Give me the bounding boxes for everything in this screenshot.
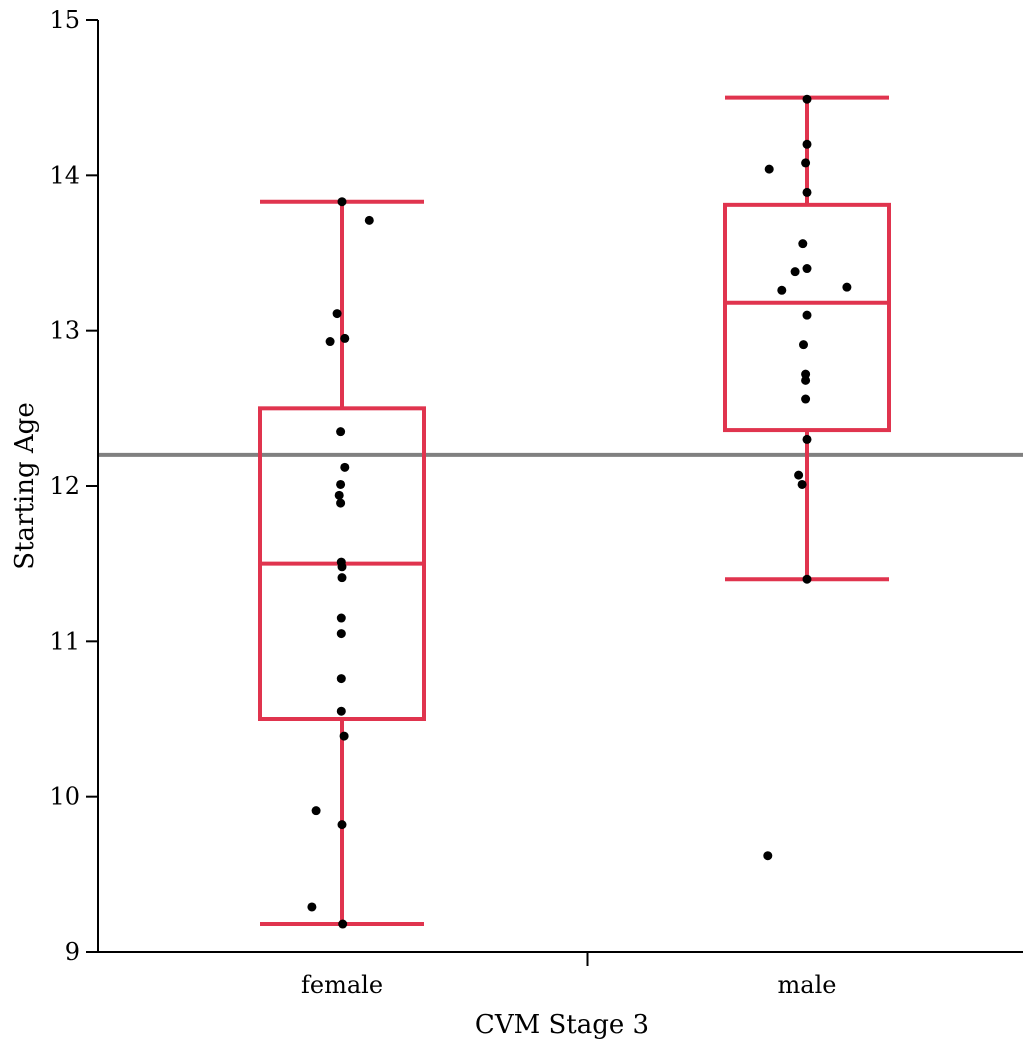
data-point: [798, 239, 808, 249]
iqr-box: [723, 202, 891, 433]
data-point: [340, 462, 350, 472]
data-point: [802, 434, 812, 444]
data-point: [764, 164, 774, 174]
data-point: [802, 139, 812, 149]
data-point: [337, 573, 347, 583]
data-point: [801, 375, 811, 385]
data-point: [311, 806, 321, 816]
data-point: [337, 562, 347, 572]
points-male: [763, 94, 852, 861]
x-category-label: female: [301, 971, 383, 999]
x-category-label: male: [778, 971, 837, 999]
data-point: [336, 613, 346, 623]
data-point: [777, 285, 787, 295]
y-tick-label: 12: [49, 472, 80, 500]
data-point: [307, 902, 317, 912]
data-point: [338, 919, 348, 929]
data-point: [325, 337, 335, 347]
box-layer: [258, 95, 891, 927]
data-point: [794, 470, 804, 480]
data-point: [340, 333, 350, 343]
x-tick-layer: female male: [301, 952, 836, 999]
data-point: [336, 706, 346, 716]
data-point: [334, 490, 344, 500]
data-point: [802, 574, 812, 584]
data-point: [339, 731, 349, 741]
data-point: [336, 427, 346, 437]
data-point: [336, 629, 346, 639]
data-point: [336, 479, 346, 489]
y-tick-label: 11: [49, 627, 80, 655]
y-axis-title: Starting Age: [10, 402, 40, 569]
data-point: [337, 197, 347, 207]
y-tick-label: 15: [49, 6, 80, 34]
y-tick-label: 10: [49, 783, 80, 811]
y-tick-label: 14: [49, 161, 80, 189]
data-point: [802, 187, 812, 197]
point-layer: [307, 94, 852, 929]
data-point: [763, 851, 773, 861]
data-point: [802, 310, 812, 320]
data-point: [364, 215, 374, 225]
x-axis-title: CVM Stage 3: [475, 1010, 649, 1040]
data-point: [797, 479, 807, 489]
data-point: [842, 282, 852, 292]
box-group-male: [723, 95, 891, 582]
data-point: [790, 267, 800, 277]
data-point: [801, 158, 811, 168]
y-tick-label: 9: [65, 938, 80, 966]
data-point: [802, 264, 812, 274]
y-tick-label: 13: [49, 317, 80, 345]
points-female: [307, 197, 374, 929]
y-tick-layer: 9 10 11 12 13 14 15: [49, 6, 98, 966]
data-point: [801, 394, 811, 404]
data-point: [801, 369, 811, 379]
data-point: [337, 820, 347, 830]
axis-layer: [97, 20, 1023, 953]
data-point: [799, 340, 808, 350]
data-point: [332, 309, 342, 319]
data-point: [336, 498, 346, 508]
data-point: [802, 94, 812, 104]
data-point: [336, 674, 346, 684]
